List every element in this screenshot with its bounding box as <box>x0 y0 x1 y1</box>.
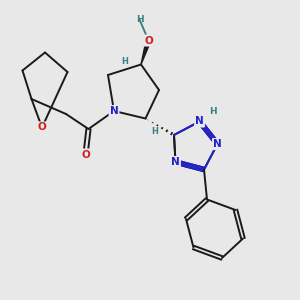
Text: O: O <box>38 122 46 133</box>
Text: H: H <box>136 15 143 24</box>
Text: N: N <box>213 139 222 149</box>
Text: O: O <box>144 35 153 46</box>
Text: H: H <box>121 57 128 66</box>
Text: H: H <box>151 128 158 136</box>
Polygon shape <box>141 40 151 64</box>
Text: N: N <box>195 116 204 127</box>
Text: N: N <box>110 106 118 116</box>
Text: H: H <box>209 106 217 116</box>
Text: O: O <box>81 149 90 160</box>
Text: N: N <box>171 157 180 167</box>
